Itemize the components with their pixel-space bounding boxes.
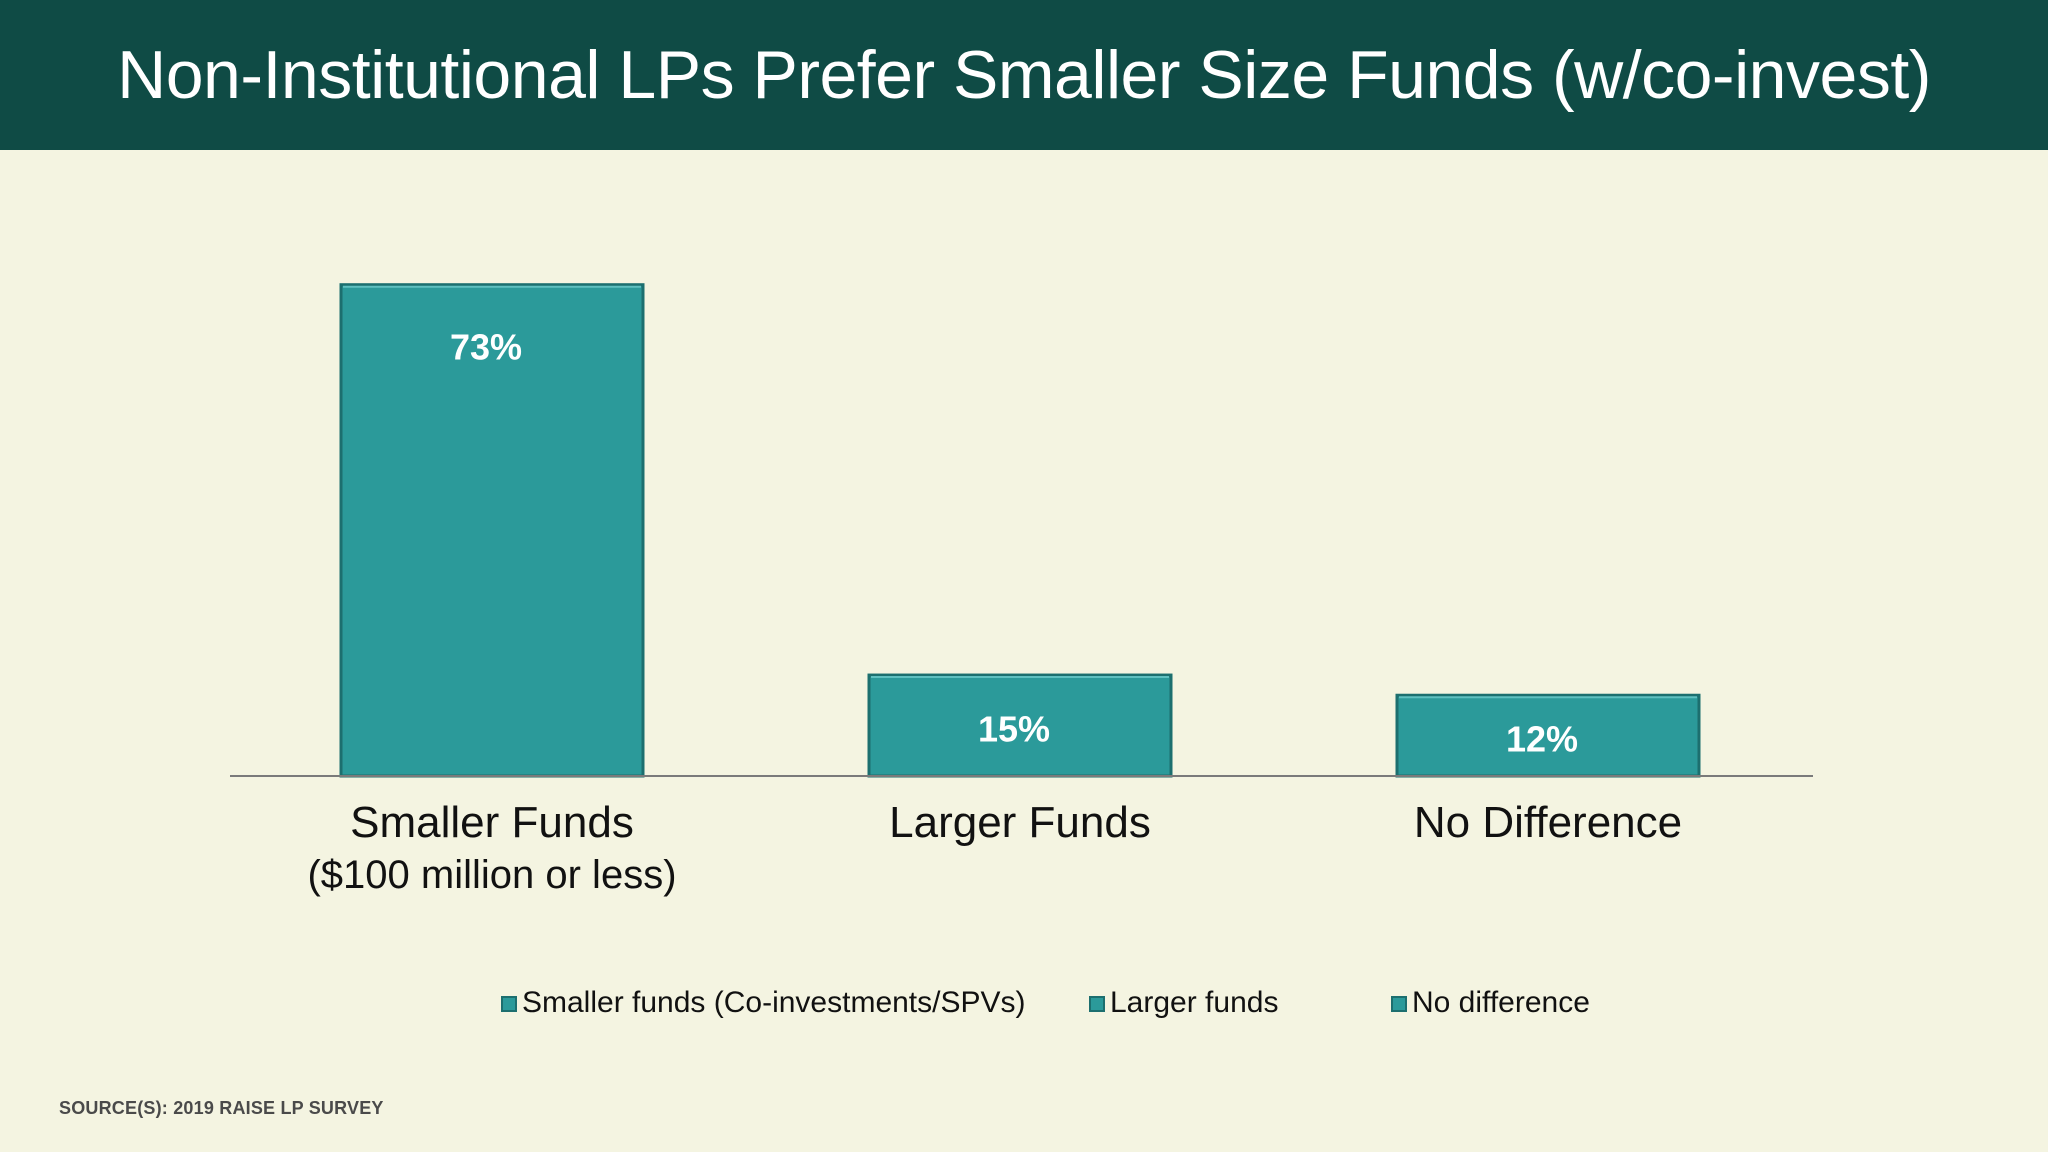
legend-swatch-2 [1089,996,1105,1012]
category-label-2: Larger Funds [889,798,1151,847]
legend-swatch-3 [1391,996,1407,1012]
category-label-3: No Difference [1414,798,1682,847]
legend-swatch-1 [501,996,517,1012]
bar-3 [1395,693,1701,778]
legend-label-2: Larger funds [1110,986,1278,1019]
bar-chart: 73% 15% 12% Smaller Funds ($100 million or l… [230,283,1813,1019]
category-label-1-sub: ($100 million or less) [307,853,676,897]
header-bar [0,0,2048,150]
data-label-2: 15% [978,709,1050,750]
bar-1 [339,283,645,778]
data-label-1: 73% [450,327,522,368]
source-note: SOURCE(S): 2019 RAISE LP SURVEY [59,1098,384,1118]
category-label-1: Smaller Funds [350,798,634,847]
data-label-3: 12% [1506,719,1578,760]
legend-label-1: Smaller funds (Co-investments/SPVs) [522,986,1026,1019]
slide-title: Non-Institutional LPs Prefer Smaller Siz… [117,37,1931,113]
legend-label-3: No difference [1412,986,1590,1019]
